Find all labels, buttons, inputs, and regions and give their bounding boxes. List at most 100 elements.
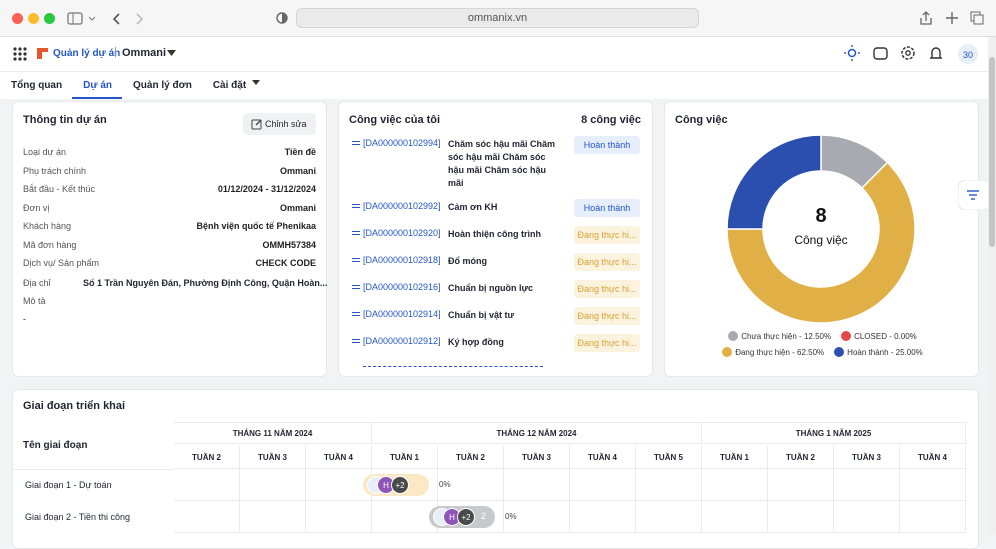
week-header: TUẦN 2 <box>174 446 240 469</box>
phase-bar[interactable]: H +2 2 <box>429 506 495 528</box>
drag-icon <box>352 258 360 262</box>
phase-bar[interactable]: H +2 <box>363 474 429 496</box>
progress: 0% <box>505 512 517 521</box>
card-title: Công việc của tôi <box>349 114 441 126</box>
card-title: Thông tin dự án <box>23 114 107 126</box>
close-button[interactable] <box>12 13 23 24</box>
field-value: Ommani <box>279 202 316 213</box>
drag-icon <box>352 231 360 235</box>
minimize-button[interactable] <box>28 13 39 24</box>
drag-icon <box>352 285 360 289</box>
project-info-card: Thông tin dự án Chỉnh sửa Loại dự án Tiền… <box>12 101 327 377</box>
legend-swatch <box>841 331 852 341</box>
task-code: [DA000000102920] <box>363 228 441 238</box>
task-name: Chuẩn bị vật tư <box>448 310 515 320</box>
status-tag: Đang thực hi... <box>574 280 640 298</box>
svg-text:30: 30 <box>963 50 973 60</box>
field-value: CHECK CODE <box>255 258 316 268</box>
field-value: Ommani <box>279 165 316 176</box>
status-tag: Hoàn thành <box>574 136 640 154</box>
avatar-more: +2 <box>457 508 475 526</box>
task-code: [DA000000102914] <box>363 309 441 319</box>
field-value: - <box>23 314 26 324</box>
edit-icon <box>251 119 262 130</box>
task-name: Ký hợp đồng <box>448 337 504 347</box>
week-header: TUẦN 4 <box>900 446 966 469</box>
header-divider <box>13 469 174 470</box>
legend-item[interactable]: Hoàn thành - 25.00% <box>834 347 923 357</box>
status-tag: Đang thực hi... <box>574 334 640 352</box>
nav-icons <box>67 12 144 25</box>
status-tag: Hoàn thành <box>574 199 640 217</box>
tab[interactable]: Cài đặt <box>202 72 270 99</box>
edit-button[interactable]: Chỉnh sửa <box>243 113 316 135</box>
tab[interactable]: Dự án <box>72 72 123 99</box>
grid-cell <box>834 469 900 501</box>
drag-icon <box>352 204 360 208</box>
member-count: 2 <box>481 511 487 521</box>
grid-cell <box>240 469 306 501</box>
filter-button[interactable] <box>958 180 988 210</box>
week-header: TUẦN 3 <box>834 446 900 469</box>
field-value: Bệnh viện quốc tế Phenikaa <box>196 221 316 231</box>
task-name: Cảm ơn KH <box>448 202 498 212</box>
zoom-button[interactable] <box>44 13 55 24</box>
task-code: [DA000000102918] <box>363 255 441 265</box>
status-tag: Đang thực hi... <box>574 307 640 325</box>
week-header: TUẦN 1 <box>372 446 438 469</box>
legend-swatch <box>728 331 739 341</box>
field-label: Khách hàng <box>23 221 72 231</box>
workspace[interactable]: Ommani <box>122 47 167 59</box>
week-header: TUẦN 3 <box>240 446 306 469</box>
task-code: [DA000000102992] <box>363 201 441 211</box>
tab[interactable]: Quản lý đơn <box>133 80 192 91</box>
phase-name[interactable]: Giai đoạn 1 - Dự toán <box>25 480 112 490</box>
dropdown-icon[interactable] <box>167 50 176 56</box>
grid-cell <box>702 469 768 501</box>
phase-name[interactable]: Giai đoạn 2 - Tiền thi công <box>25 512 131 522</box>
legend-label: CLOSED - 0.00% <box>854 331 917 341</box>
field-label: Loại dự án <box>23 147 67 157</box>
field-row: Dịch vụ/ Sản phẩm CHECK CODE <box>23 258 316 276</box>
month-header: THÁNG 11 NĂM 2024 <box>174 422 372 444</box>
scrollbar[interactable] <box>988 37 996 534</box>
grid-cell <box>174 469 240 501</box>
task-count: 8 công việc <box>581 114 641 126</box>
field-row: Phụ trách chính Ommani <box>23 166 316 184</box>
grid-cell <box>570 469 636 501</box>
grid-cell <box>900 469 966 501</box>
grid-cell <box>900 501 966 533</box>
legend-item[interactable]: Chưa thực hiện - 12.50% <box>728 331 831 341</box>
progress: 0% <box>439 480 451 489</box>
task-row-partial <box>363 366 543 369</box>
legend-item[interactable]: Đang thực hiện - 62.50% <box>722 347 824 357</box>
toolbar-icons <box>920 11 984 25</box>
task-code: [DA000000102912] <box>363 336 441 346</box>
tab[interactable]: Tổng quan <box>11 80 63 91</box>
task-name: Chăm sóc hậu mãi Chăm sóc hậu mãi Chăm s… <box>448 139 556 188</box>
month-header: THÁNG 12 NĂM 2024 <box>372 422 702 444</box>
grid-cell <box>768 469 834 501</box>
tab-bar: Tổng quan Dự án Quản lý đơn Cài đặt <box>0 72 988 99</box>
browser-toolbar: ommanix.vn <box>0 0 996 37</box>
week-header: TUẦN 4 <box>570 446 636 469</box>
status-tag: Đang thực hi... <box>574 226 640 244</box>
field-label: Phụ trách chính <box>23 165 87 176</box>
week-header: TUẦN 4 <box>306 446 372 469</box>
dropdown-icon <box>252 80 261 89</box>
app-header: Quản lý dự án | Ommani 30 <box>0 37 988 72</box>
task-name: Đổ móng <box>448 256 487 266</box>
apps-icon[interactable] <box>13 47 27 61</box>
grid-cell <box>636 501 702 533</box>
field-row: Mã đơn hàng OMMH57384 <box>23 240 316 258</box>
legend-item[interactable]: CLOSED - 0.00% <box>841 331 917 341</box>
field-label: Bắt đầu - Kết thúc <box>23 184 96 194</box>
field-row: Đơn vị Ommani <box>23 203 316 221</box>
field-label: Mã đơn hàng <box>23 239 77 250</box>
field-label: Dịch vụ/ Sản phẩm <box>23 258 100 268</box>
field-label: Địa chỉ <box>23 278 51 288</box>
address-bar[interactable]: ommanix.vn <box>296 8 699 28</box>
field-label: Mô tả <box>23 296 46 306</box>
chart-title: Công việc <box>675 114 728 126</box>
